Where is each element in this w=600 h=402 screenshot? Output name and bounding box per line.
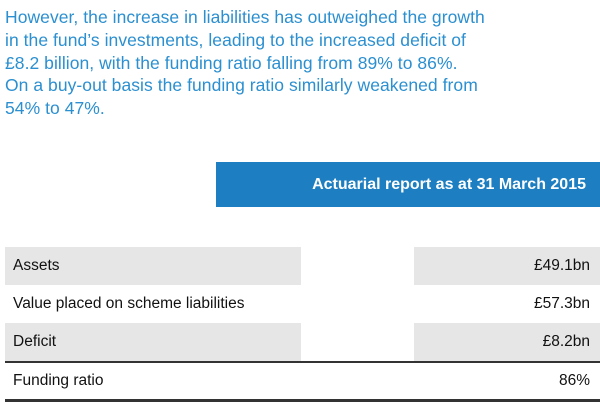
row-divider [5,285,600,286]
intro-paragraph: However, the increase in liabilities has… [5,6,597,120]
row-value-funding-ratio: 86% [414,363,600,399]
table-row: Assets £49.1bn [5,247,600,286]
table-row-total: Funding ratio 86% [5,361,600,402]
report-header-title: Actuarial report as at 31 March 2015 [312,175,586,193]
actuarial-report-table: Assets £49.1bn Value placed on scheme li… [5,247,600,402]
row-value-deficit: £8.2bn [414,323,600,361]
intro-line: 54% to 47%. [5,98,105,119]
row-label-assets: Assets [5,247,301,285]
intro-line: On a buy-out basis the funding ratio sim… [5,75,478,96]
report-table-header: Actuarial report as at 31 March 2015 [216,162,600,207]
row-value-assets: £49.1bn [414,247,600,285]
row-label-liabilities: Value placed on scheme liabilities [13,295,245,312]
row-value-liabilities: £57.3bn [533,295,590,312]
intro-line: in the fund’s investments, leading to th… [5,29,466,50]
intro-line: However, the increase in liabilities has… [5,7,485,27]
row-label-deficit: Deficit [5,323,301,361]
table-row: Value placed on scheme liabilities £57.3… [5,285,600,323]
row-label-funding-ratio: Funding ratio [5,363,301,399]
intro-line: £8.2 billion, with the funding ratio fal… [5,52,458,73]
table-row: Deficit £8.2bn [5,323,600,361]
